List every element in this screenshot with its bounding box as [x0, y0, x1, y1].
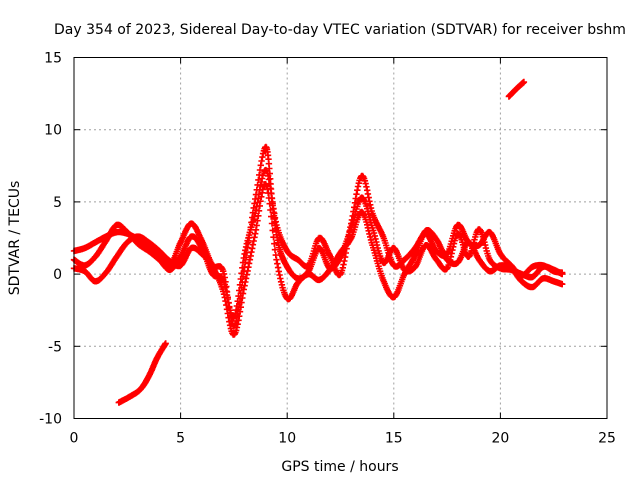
- chart-title: Day 354 of 2023, Sidereal Day-to-day VTE…: [54, 22, 626, 38]
- series-track-d: [115, 340, 169, 406]
- y-tick-label: -10: [39, 412, 62, 428]
- x-tick-label: 0: [70, 431, 79, 447]
- y-tick-label: 15: [44, 51, 62, 67]
- y-tick-label: 10: [44, 123, 62, 139]
- x-tick-label: 15: [385, 431, 403, 447]
- x-tick-label: 5: [176, 431, 185, 447]
- plot-frame: [73, 57, 608, 419]
- x-tick-label: 20: [491, 431, 509, 447]
- x-tick-label: 25: [598, 431, 616, 447]
- y-axis-label: SDTVAR / TECUs: [7, 181, 23, 296]
- x-axis-label: GPS time / hours: [281, 459, 398, 475]
- y-tick-label: -5: [48, 339, 62, 355]
- tick-layer: 0 5 10 15 20 25 -10 -5 0 5 10 15: [39, 51, 616, 447]
- series-track-e: [505, 78, 528, 100]
- series-markers: [115, 340, 169, 406]
- marks-layer: [70, 78, 566, 406]
- y-tick-label: 0: [53, 267, 62, 283]
- x-tick-label: 10: [278, 431, 296, 447]
- y-tick-label: 5: [53, 195, 62, 211]
